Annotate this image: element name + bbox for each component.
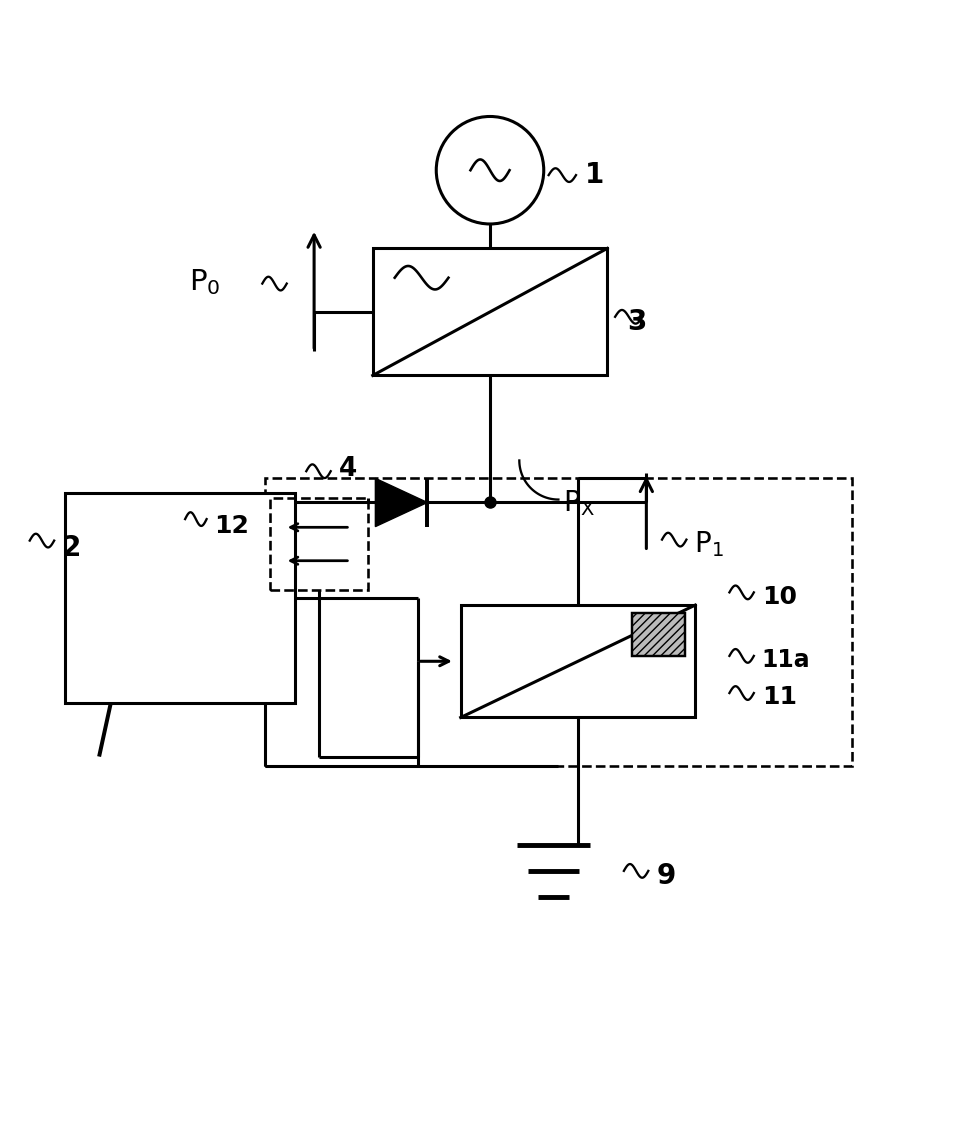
Bar [461,606,695,718]
Text: 10: 10 [761,585,797,609]
Text: 12: 12 [215,514,249,538]
Text: 11: 11 [761,685,797,709]
Circle shape [436,117,544,224]
Text: 3: 3 [627,308,646,335]
Bar [266,478,852,766]
Bar [632,612,685,655]
Text: 4: 4 [338,456,357,482]
Bar [65,492,295,703]
Text: 1: 1 [585,161,604,189]
Text: 2: 2 [62,534,81,563]
Text: 9: 9 [657,861,675,890]
Text: $\mathsf{P_1}$: $\mathsf{P_1}$ [694,530,724,559]
Bar [270,498,368,591]
Text: 11a: 11a [761,648,810,671]
Bar [372,248,608,376]
Polygon shape [375,479,427,526]
Text: $\mathsf{P_X}$: $\mathsf{P_X}$ [564,488,595,518]
Text: $\mathsf{P_0}$: $\mathsf{P_0}$ [189,267,220,298]
